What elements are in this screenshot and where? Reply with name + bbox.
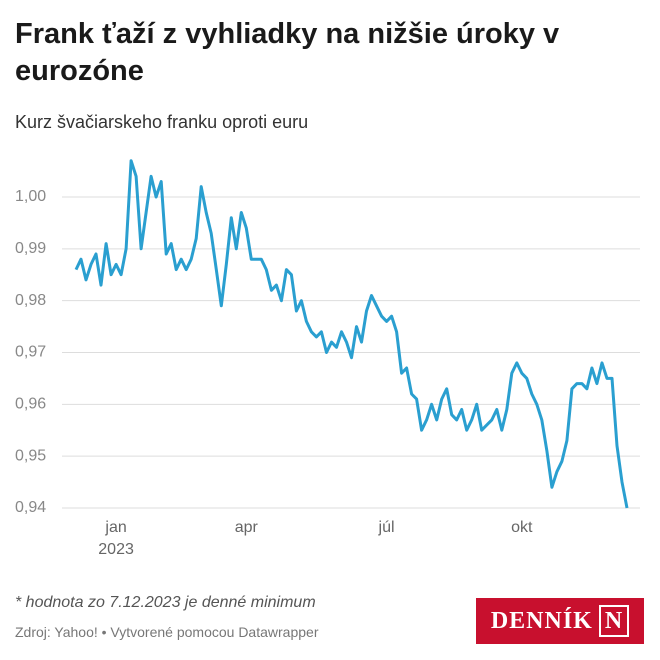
chart: 0,94 0,95 0,96 0,97 0,98 0,99 1,00 jan apr júl okt…	[15, 159, 640, 558]
y-tick-label: 0,98	[15, 292, 46, 309]
chart-subtitle: Kurz švačiarskeho franku oproti euru	[15, 112, 309, 132]
footnote: * hodnota zo 7.12.2023 je denné minimum	[15, 594, 316, 611]
x-year-label: 2023	[98, 541, 134, 558]
line	[74, 159, 629, 509]
x-tick-label: okt	[511, 519, 533, 536]
logo-text: DENNÍK	[490, 607, 593, 634]
y-tick-label: 0,95	[15, 447, 46, 464]
logo-mark: N	[598, 605, 630, 637]
y-tick-label: 1,00	[15, 188, 46, 205]
x-tick-label: júl	[378, 519, 395, 536]
x-tick-label: jan	[104, 519, 126, 536]
chart-title: Frank ťaží z vyhliadky na nižšie úroky v…	[15, 18, 560, 87]
source: Zdroj: Yahoo! • Vytvorené pomocou Datawr…	[15, 624, 319, 640]
logo: DENNÍK N	[476, 598, 644, 644]
y-tick-label: 0,97	[15, 344, 46, 361]
y-tick-label: 0,96	[15, 396, 46, 413]
x-tick-label: apr	[235, 519, 259, 536]
y-tick-label: 0,99	[15, 240, 46, 257]
y-tick-label: 0,94	[15, 499, 46, 516]
